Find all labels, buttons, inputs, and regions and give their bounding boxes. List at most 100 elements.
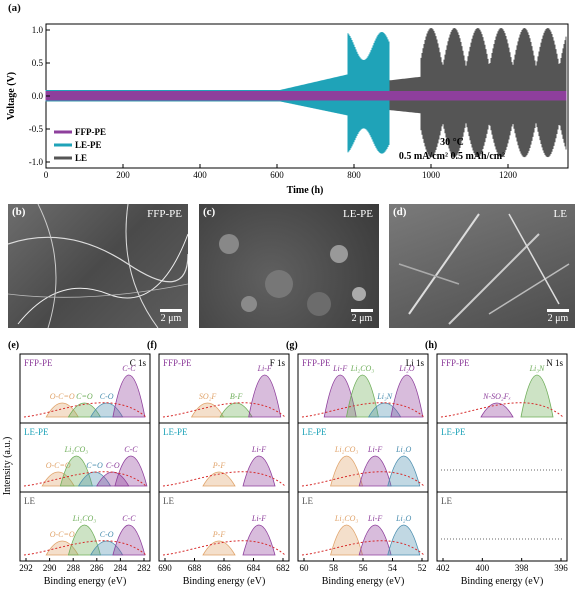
xps-xtick-label: 682: [276, 563, 290, 573]
legend: FFP-PE LE-PE LE: [54, 127, 106, 163]
xps-xtick-label: 402: [436, 563, 450, 573]
xps-sample-label: LE-PE: [302, 427, 327, 437]
sem-texture: [398, 213, 570, 325]
xps-panel-letter: (e): [8, 340, 19, 351]
ytick-label: -1.0: [29, 157, 44, 167]
xps-peak: [390, 374, 424, 418]
xps-frame: [19, 353, 151, 562]
xps-peak-label: C-O: [100, 392, 114, 401]
xps-peak-label: Li₃N: [376, 392, 392, 401]
sem-letter: (c): [203, 206, 216, 218]
xtick-label: 200: [116, 170, 130, 180]
xps-xtick-label: 290: [43, 563, 57, 573]
xtick-label: 600: [270, 170, 284, 180]
xps-sample-label: FFP-PE: [163, 358, 192, 368]
xps-peak-label: Li-F: [257, 364, 272, 373]
xps-peak-label: C-O: [100, 530, 114, 539]
xps-peak: [520, 374, 554, 418]
legend-label: FFP-PE: [75, 127, 106, 137]
sem-texture: [219, 234, 366, 316]
xps-peak: [67, 524, 101, 556]
xps-panel-f: (f) F 1s FFP-PE SO₂F B-F Li-F LE-PE P-F Li-F LE P-…: [147, 340, 290, 587]
xps-peak: [248, 374, 282, 418]
xps-peak: [358, 455, 392, 487]
legend-label: LE: [75, 153, 87, 163]
xps-peak-label: Li₂O: [395, 514, 411, 523]
xps-x-axis-label: Binding energy (eV): [183, 576, 266, 587]
xps-peak: [358, 524, 392, 556]
xps-sample-label: LE-PE: [163, 427, 188, 437]
panel-a-letter: (a): [8, 2, 21, 14]
xps-peak: [112, 374, 146, 418]
sem-letter: (d): [393, 206, 407, 218]
xps-fit-line: [23, 471, 147, 487]
x-ticks: 0 200 400 600 800 1000 1200: [44, 164, 518, 180]
x-axis-label: Time (h): [287, 185, 324, 196]
xps-fit-line: [301, 402, 425, 418]
xps-sample-label: FFP-PE: [302, 358, 331, 368]
sem-image-b: (b) FFP-PE 2 μm: [8, 204, 188, 328]
xps-xtick-label: 56: [359, 563, 369, 573]
legend-label: LE-PE: [75, 140, 102, 150]
xps-peak-label: Li-F: [332, 364, 347, 373]
xps-fit-line: [162, 402, 286, 418]
xps-element-label: Li 1s: [406, 358, 425, 368]
xps-sample-label: LE-PE: [441, 427, 466, 437]
xps-x-axis-label: Binding energy (eV): [322, 576, 405, 587]
xps-peak: [387, 455, 421, 487]
xps-xtick-label: 282: [137, 563, 151, 573]
xps-sample-label: LE: [24, 496, 35, 506]
xps-peak-label: P-F: [212, 461, 226, 470]
xps-peak-label: C=O: [76, 392, 93, 401]
xps-peak-label: Li₂CO₃: [64, 445, 89, 454]
xps-xtick-label: 398: [515, 563, 529, 573]
xps-xtick-label: 54: [388, 563, 398, 573]
sem-image-d: (d) LE 2 μm: [389, 204, 575, 328]
sem-letter: (b): [12, 206, 26, 218]
xps-peak: [242, 455, 276, 487]
xps-peak: [387, 524, 421, 556]
xps-panel-h: (h) N 1s FFP-PE N-SO₂Fₓ Li₃N LE-PE LE 402 400 398…: [425, 340, 568, 587]
xps-sample-label: LE: [302, 496, 313, 506]
xps-xtick-label: 688: [188, 563, 202, 573]
xps-peak-label: Li₂CO₃: [72, 514, 97, 523]
xps-xtick-label: 60: [300, 563, 310, 573]
sem-tag: LE: [553, 208, 567, 220]
y-axis-label: Voltage (V): [6, 72, 17, 120]
xps-peak: [345, 374, 379, 418]
xps-sample-label: LE: [163, 496, 174, 506]
xps-peak-label: C-O: [106, 461, 120, 470]
xps-peak-label: N-SO₂Fₓ: [482, 392, 511, 401]
xtick-label: 0: [44, 170, 49, 180]
xps-xtick-label: 686: [217, 563, 231, 573]
xps-xtick-label: 690: [158, 563, 172, 573]
xps-peak-label: C-C: [124, 445, 138, 454]
xps-peak-label: Li-F: [251, 445, 266, 454]
xps-peak: [112, 524, 146, 556]
xps-xtick-label: 396: [554, 563, 568, 573]
xps-fit-line: [162, 540, 286, 556]
xps-element-label: F 1s: [270, 358, 286, 368]
scale-label: 2 μm: [160, 313, 182, 324]
xps-fit-line: [23, 402, 147, 418]
xps-peak: [242, 524, 276, 556]
xtick-label: 800: [347, 170, 361, 180]
xtick-label: 400: [193, 170, 207, 180]
xps-peak: [219, 402, 253, 418]
xps-peak-label: O-C=O: [50, 530, 75, 539]
ytick-label: 1.0: [32, 25, 44, 35]
xps-xtick-label: 284: [114, 563, 128, 573]
xps-peak-label: Li₂O: [398, 364, 414, 373]
xps-sample-label: LE: [441, 496, 452, 506]
xps-element-label: C 1s: [130, 358, 147, 368]
scale-bar: 2 μm: [160, 309, 182, 324]
y-ticks: 1.0 0.5 0.0 -0.5 -1.0: [29, 25, 50, 167]
scale-bar: 2 μm: [547, 309, 569, 324]
xtick-label: 1200: [499, 170, 518, 180]
xps-peak-label: SO₂F: [199, 392, 217, 401]
ytick-label: 0.5: [32, 58, 44, 68]
xps-peak-label: Li-F: [367, 514, 382, 523]
